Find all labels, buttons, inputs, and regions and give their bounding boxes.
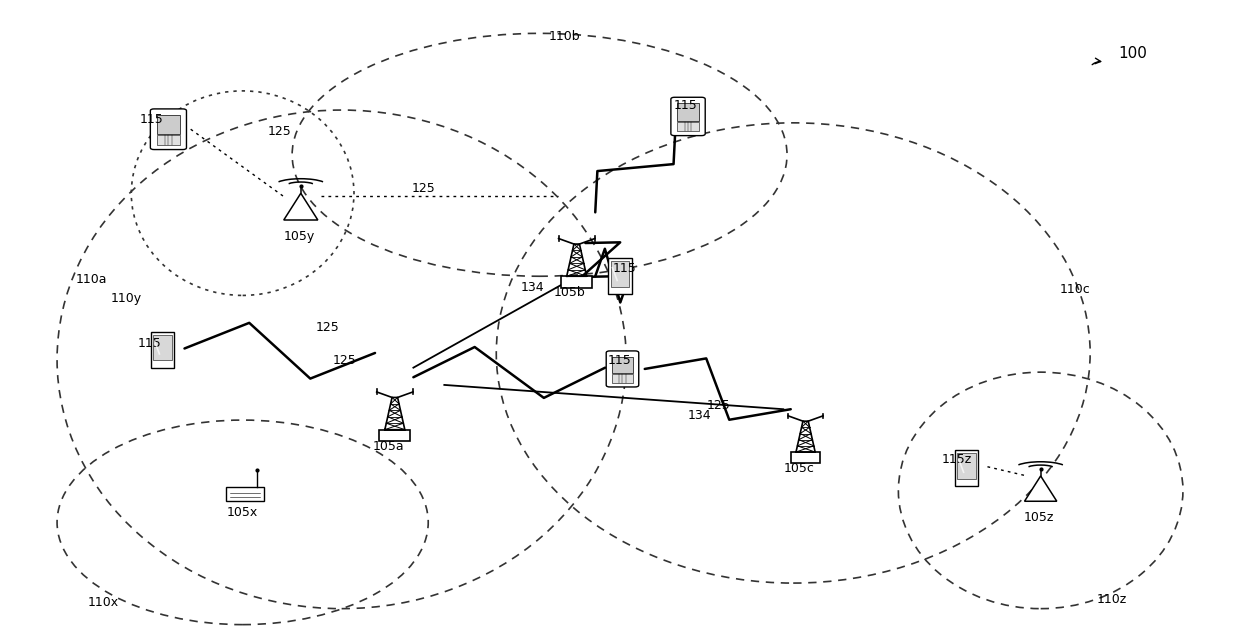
Text: 115: 115 xyxy=(138,337,161,350)
Text: 110x: 110x xyxy=(88,596,119,609)
FancyBboxPatch shape xyxy=(606,351,639,387)
Bar xyxy=(562,276,591,288)
Text: 110z: 110z xyxy=(1096,593,1127,605)
Polygon shape xyxy=(284,193,317,220)
Text: 105a: 105a xyxy=(372,440,404,453)
Bar xyxy=(957,453,976,478)
Text: 125: 125 xyxy=(707,399,730,412)
Text: 115: 115 xyxy=(673,99,697,112)
Polygon shape xyxy=(1024,476,1056,501)
Text: 134: 134 xyxy=(521,281,544,295)
Text: 125: 125 xyxy=(412,182,436,195)
Text: 134: 134 xyxy=(688,409,712,422)
Text: 115: 115 xyxy=(140,112,164,126)
FancyBboxPatch shape xyxy=(671,98,706,135)
Text: 105z: 105z xyxy=(1023,512,1054,525)
Text: 100: 100 xyxy=(1118,46,1147,61)
Bar xyxy=(955,450,978,486)
Text: 125: 125 xyxy=(316,321,340,334)
Text: 110b: 110b xyxy=(548,30,580,43)
Text: 115: 115 xyxy=(613,262,636,275)
Bar xyxy=(677,103,699,121)
FancyBboxPatch shape xyxy=(150,109,186,150)
Text: 110y: 110y xyxy=(110,292,141,305)
Bar xyxy=(379,429,410,441)
Text: 115z: 115z xyxy=(941,453,972,466)
Text: 105x: 105x xyxy=(227,507,258,519)
Text: 105y: 105y xyxy=(284,230,315,243)
Text: 105b: 105b xyxy=(553,286,585,299)
Text: 125: 125 xyxy=(334,354,357,367)
Bar xyxy=(151,331,174,368)
Bar xyxy=(226,487,264,501)
Bar xyxy=(613,374,632,383)
Bar xyxy=(613,357,632,374)
Text: 110a: 110a xyxy=(76,273,107,286)
Text: 125: 125 xyxy=(268,125,291,138)
Text: 105c: 105c xyxy=(784,462,815,474)
Bar xyxy=(609,258,631,295)
Text: 110c: 110c xyxy=(1059,282,1090,296)
Bar xyxy=(791,452,821,464)
Bar xyxy=(677,122,699,132)
Bar xyxy=(153,335,171,360)
Text: 115: 115 xyxy=(608,354,631,367)
Bar xyxy=(610,261,630,287)
Bar xyxy=(156,135,180,145)
Bar xyxy=(156,116,180,134)
